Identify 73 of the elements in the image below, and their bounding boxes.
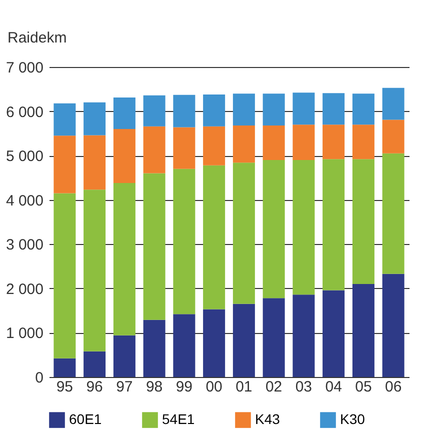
bar [84,135,106,190]
bar [262,125,285,160]
bar [84,102,106,136]
bar [54,103,76,136]
bar [203,165,226,310]
x-tick-label: 95 [56,378,74,396]
bar [292,160,315,295]
y-tick-label: 0 [35,370,44,386]
bar [262,160,285,298]
x-tick-label: 00 [206,378,222,396]
x-tick-label: 97 [116,378,133,396]
bar [54,193,76,358]
bar [173,168,196,314]
bar [322,290,345,377]
bar [232,94,255,126]
bar [203,94,226,126]
y-tick-label: 3 000 [6,236,44,254]
bar [292,92,315,125]
bar [203,126,226,166]
bar [84,351,106,377]
y-tick-label: 2 000 [6,280,44,298]
bar [382,120,404,154]
y-tick-label: 6 000 [6,104,44,121]
y-tick-label: 5 000 [6,148,44,166]
bar [113,183,136,336]
x-tick-label: 99 [176,378,193,396]
x-tick-label: 98 [146,378,163,396]
bar [262,94,285,126]
y-tick-label: 7 000 [6,60,44,76]
legend-label: K43 [255,411,280,428]
legend-label: 54E1 [162,411,195,428]
bar [173,314,196,377]
bar [382,88,404,120]
x-tick-label: 96 [86,378,103,396]
x-tick-label: 05 [355,378,372,396]
bar [382,274,404,377]
bar [54,136,76,194]
bar [113,98,136,129]
bar [143,320,166,377]
bar [232,125,255,163]
bar [352,284,374,377]
bar [173,127,196,169]
x-tick-label: 02 [265,378,282,396]
x-tick-label: 04 [325,378,342,396]
bar [322,93,345,125]
bar [352,124,374,160]
y-tick-label: 1 000 [6,325,44,342]
bar [203,309,226,377]
bar [382,153,404,274]
bar [113,129,136,184]
bar [352,159,374,284]
legend-label: K30 [340,411,366,428]
bar [232,304,255,377]
legend-label: 60E1 [69,411,102,428]
bar [113,335,136,377]
y-tick-label: 4 000 [6,192,44,210]
bar [173,94,196,128]
bar [143,95,166,126]
bar [232,162,255,304]
bar [292,294,315,377]
bar [143,126,166,174]
bar [54,358,76,377]
bar [352,94,374,125]
bar [84,190,106,352]
bar [262,298,285,377]
x-tick-label: 06 [384,378,402,396]
bar [143,173,166,320]
bar [292,124,315,160]
x-tick-label: 03 [295,378,312,396]
bar [322,159,345,290]
bar [322,124,345,160]
x-tick-label: 01 [236,378,252,396]
y-axis-title: Raidekm [8,30,67,46]
